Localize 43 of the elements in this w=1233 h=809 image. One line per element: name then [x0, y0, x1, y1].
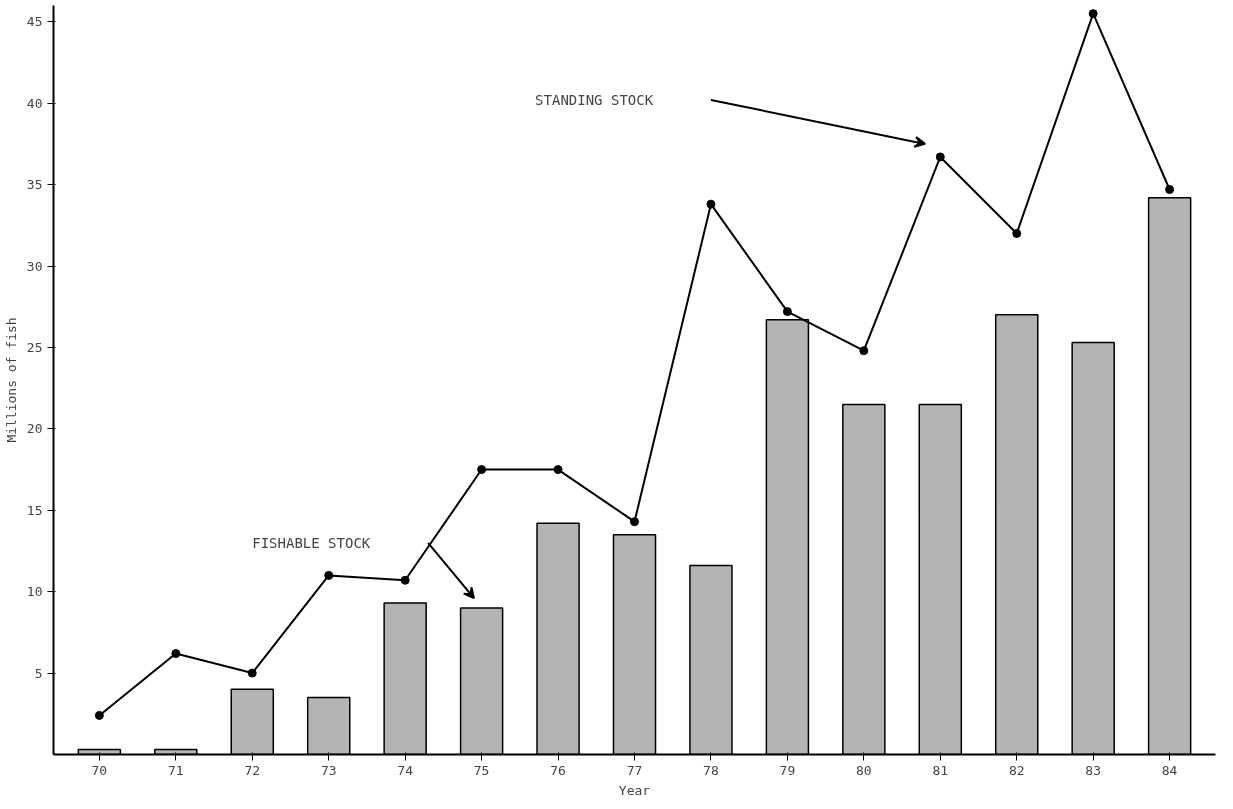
point — [630, 517, 639, 527]
x-tick-label: 81 — [932, 762, 949, 778]
y-tick-label: 35 — [26, 177, 43, 193]
point — [859, 346, 869, 356]
y-tick-label: 5 — [34, 665, 43, 681]
point — [247, 668, 257, 678]
point — [706, 199, 716, 209]
point — [171, 649, 181, 659]
x-tick-label: 76 — [550, 762, 566, 778]
x-tick-label: 72 — [244, 762, 261, 778]
point — [400, 575, 410, 585]
y-tick-label: 40 — [26, 95, 43, 111]
x-tick-label: 75 — [473, 762, 490, 778]
y-tick-label: 20 — [26, 421, 43, 437]
y-tick-label: 30 — [26, 258, 43, 274]
y-tick-label: 25 — [26, 339, 43, 355]
x-tick-label: 79 — [779, 762, 796, 778]
y-tick-label: 15 — [26, 502, 43, 518]
x-tick-label: 77 — [626, 762, 643, 778]
point — [1012, 228, 1022, 238]
point — [782, 307, 792, 317]
annotation: FISHABLE STOCK — [252, 534, 371, 551]
x-axis-title: Year — [618, 782, 651, 798]
point — [1088, 9, 1098, 19]
y-tick-label: 45 — [26, 14, 43, 30]
x-tick-label: 70 — [91, 762, 108, 778]
y-axis-title: Millions of fish — [3, 317, 19, 443]
x-tick-label: 80 — [856, 762, 872, 778]
y-tick-label: 10 — [26, 584, 43, 600]
point — [553, 465, 563, 475]
x-tick-label: 83 — [1085, 762, 1102, 778]
x-tick-label: 74 — [397, 762, 414, 778]
x-tick-label: 71 — [167, 762, 184, 778]
annotation: STANDING STOCK — [535, 91, 654, 108]
x-tick-label: 84 — [1161, 762, 1178, 778]
point — [324, 570, 334, 580]
x-tick-label: 73 — [320, 762, 337, 778]
point — [94, 710, 104, 720]
point — [1165, 185, 1175, 194]
x-tick-label: 78 — [703, 762, 719, 778]
point — [935, 152, 945, 162]
x-tick-label: 82 — [1008, 762, 1025, 778]
point — [477, 465, 487, 475]
